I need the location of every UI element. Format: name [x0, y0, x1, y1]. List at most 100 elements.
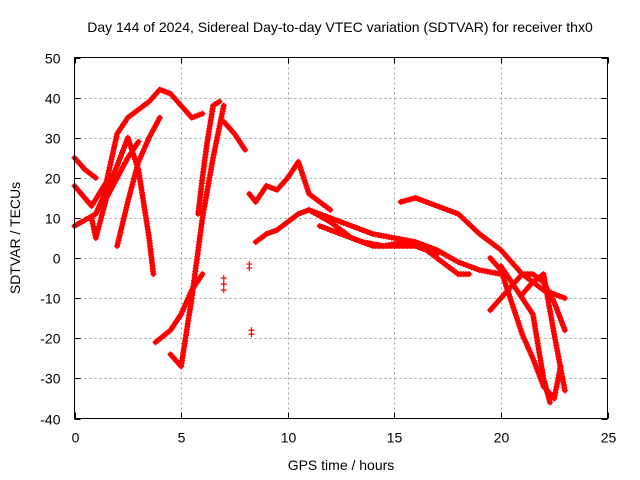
- data-point: [506, 293, 513, 300]
- data-point: [181, 303, 188, 310]
- data-point: [353, 224, 360, 231]
- y-tick-label: -20: [40, 331, 60, 347]
- data-point: [271, 227, 278, 234]
- data-point: [504, 285, 511, 292]
- series-track-17: [497, 263, 553, 406]
- data-point: [316, 222, 323, 229]
- data-point: [142, 142, 149, 149]
- data-point: [527, 349, 534, 356]
- y-tick-label: 30: [45, 131, 61, 147]
- data-point: [129, 181, 136, 188]
- data-point: [94, 229, 101, 236]
- data-point: [107, 159, 114, 166]
- data-point: [196, 111, 203, 118]
- data-point: [518, 328, 525, 335]
- data-point: [556, 293, 563, 300]
- data-point: [105, 167, 112, 174]
- data-point: [305, 188, 312, 195]
- data-point: [561, 387, 568, 394]
- data-point: [541, 380, 548, 387]
- data-point: [546, 399, 553, 406]
- data-point: [298, 209, 305, 216]
- data-point: [120, 218, 127, 225]
- data-point: [266, 229, 273, 236]
- data-point: [319, 223, 326, 230]
- data-point: [513, 315, 520, 322]
- data-point: [514, 317, 521, 324]
- data-point: [199, 271, 206, 278]
- data-point: [131, 153, 138, 160]
- data-point: [88, 214, 95, 221]
- data-point: [522, 339, 529, 346]
- data-point: [546, 396, 553, 403]
- data-point: [95, 226, 102, 233]
- data-point: [295, 210, 302, 217]
- data-point: [114, 240, 121, 247]
- data-point: [116, 234, 123, 241]
- data-point: [220, 275, 227, 282]
- data-point: [108, 156, 115, 163]
- data-point: [114, 243, 121, 250]
- data-point: [353, 237, 360, 244]
- data-point: [544, 391, 551, 398]
- data-point: [242, 146, 249, 153]
- data-point: [263, 182, 270, 189]
- plot-frame: [74, 57, 608, 419]
- y-tick-label: -40: [40, 412, 60, 428]
- data-point: [335, 217, 342, 224]
- data-point: [125, 196, 132, 203]
- data-point: [415, 195, 422, 202]
- data-point: [136, 156, 143, 163]
- data-point: [95, 205, 102, 212]
- y-tick-label: 40: [45, 91, 61, 107]
- data-point: [123, 204, 130, 211]
- data-point: [134, 161, 141, 168]
- data-point: [271, 185, 278, 192]
- data-point: [348, 235, 355, 241]
- data-point: [109, 150, 116, 157]
- data-point: [110, 147, 117, 154]
- data-point: [137, 153, 144, 160]
- data-point: [127, 190, 134, 197]
- data-point: [304, 185, 311, 192]
- data-point: [101, 203, 108, 210]
- data-point: [463, 262, 470, 269]
- data-point: [90, 223, 97, 230]
- data-point: [263, 230, 270, 237]
- data-point: [520, 333, 527, 340]
- data-point: [268, 228, 275, 235]
- data-point: [523, 341, 530, 348]
- data-point: [120, 215, 127, 222]
- data-point: [423, 247, 430, 254]
- data-point: [330, 227, 337, 234]
- data-point: [220, 281, 227, 288]
- data-point: [113, 133, 120, 140]
- series-track-2: [71, 86, 206, 209]
- data-point: [561, 327, 568, 334]
- data-point: [412, 243, 419, 250]
- data-point: [130, 178, 137, 185]
- data-point: [118, 226, 125, 233]
- data-point: [110, 170, 117, 177]
- data-point: [433, 251, 440, 258]
- x-tick-label: 5: [178, 430, 186, 446]
- data-point: [116, 231, 123, 238]
- data-point: [322, 224, 329, 231]
- data-point: [128, 184, 135, 191]
- data-point: [338, 218, 344, 225]
- data-point: [97, 217, 104, 224]
- data-point: [460, 261, 467, 268]
- data-point: [540, 375, 547, 382]
- data-point: [122, 207, 129, 214]
- data-point: [112, 136, 119, 143]
- x-tick-label: 25: [601, 430, 617, 446]
- data-point: [92, 210, 99, 217]
- data-point: [95, 223, 102, 230]
- data-point: [144, 137, 151, 144]
- x-tick-label: 0: [72, 430, 80, 446]
- y-tick-label: 0: [53, 251, 61, 267]
- data-point: [126, 193, 133, 200]
- data-point: [99, 209, 106, 216]
- data-point: [106, 164, 113, 171]
